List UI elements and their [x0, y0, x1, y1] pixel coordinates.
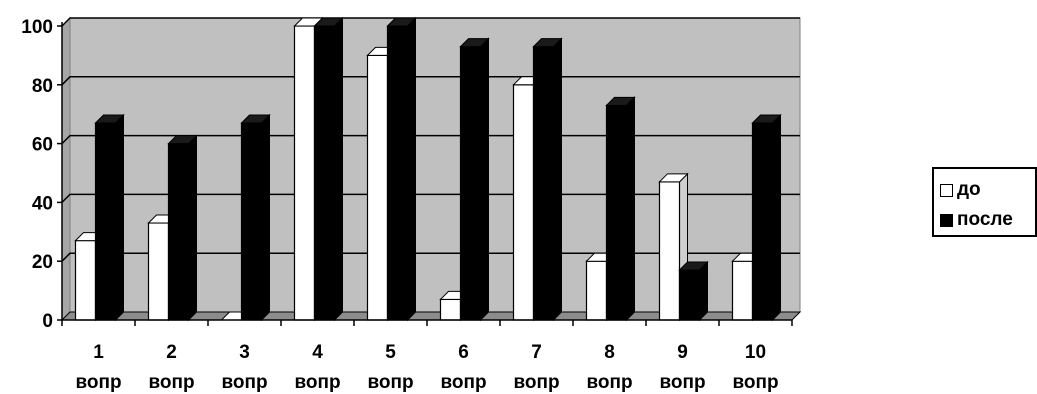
x-tick-label-10-word: вопр: [732, 372, 778, 393]
x-tick-label-5-word: вопр: [367, 372, 413, 393]
bar-после-2: [167, 134, 198, 322]
gridline: [61, 17, 800, 27]
y-tick-label-40: 40: [32, 193, 53, 214]
legend-label-после: после: [957, 209, 1013, 230]
x-axis-ticks: 1 вопр 2 вопр 3 вопр 4 вопр 5 вопр 6 вопр 7 вопр 8 вопр…: [61, 320, 793, 393]
legend: до после: [932, 167, 1037, 237]
side-wall: [61, 16, 71, 322]
bar-после-4: [313, 16, 344, 322]
x-tick-label-6-number: 6: [458, 342, 469, 363]
x-tick-label-8-word: вопр: [586, 372, 632, 393]
x-tick-label-4-word: вопр: [294, 372, 340, 393]
x-tick-label-9-word: вопр: [659, 372, 705, 393]
x-tick-label-9-number: 9: [677, 342, 688, 363]
y-tick-label-20: 20: [32, 252, 53, 273]
y-tick-label-100: 100: [21, 17, 53, 38]
x-tick-label-2-word: вопр: [148, 372, 194, 393]
bar-после-5: [386, 16, 417, 322]
x-tick-label-4-number: 4: [312, 342, 323, 363]
legend-label-до: до: [957, 179, 981, 200]
bar-после-9: [678, 260, 709, 322]
bar-после-8: [605, 96, 636, 322]
x-tick-label-5-number: 5: [385, 342, 396, 363]
x-tick-label-3-word: вопр: [221, 372, 267, 393]
legend-swatch-после: [940, 213, 953, 227]
bar-после-10: [751, 113, 782, 322]
y-tick-label-60: 60: [32, 135, 53, 156]
x-tick-label-2-number: 2: [166, 342, 177, 363]
legend-item-после: после: [940, 209, 1013, 231]
x-tick-label-7-word: вопр: [513, 372, 559, 393]
bar-после-6: [459, 37, 490, 322]
x-tick-label-1-number: 1: [93, 342, 104, 363]
y-tick-label-80: 80: [32, 76, 53, 97]
x-tick-label-10-number: 10: [745, 342, 766, 363]
legend-swatch-до: [940, 183, 953, 197]
y-tick-label-0: 0: [42, 311, 53, 332]
x-tick-label-8-number: 8: [604, 342, 615, 363]
x-tick-label-6-word: вопр: [440, 372, 486, 393]
x-tick-label-1-word: вопр: [75, 372, 121, 393]
x-tick-label-7-number: 7: [531, 342, 542, 363]
legend-item-до: до: [940, 179, 981, 201]
bar-после-1: [94, 113, 125, 322]
bar-после-7: [532, 37, 563, 322]
bar-после-3: [240, 113, 271, 322]
x-tick-label-3-number: 3: [239, 342, 250, 363]
y-axis-ticks: 0 20 40 60 80 100: [21, 17, 62, 332]
